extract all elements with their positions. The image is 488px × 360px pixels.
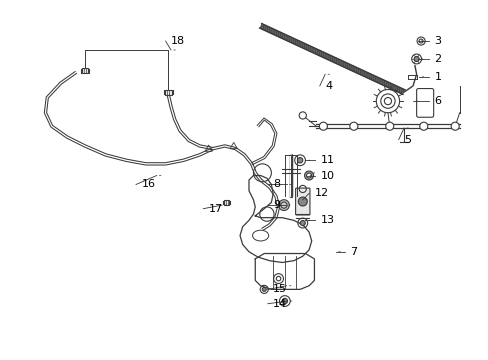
FancyBboxPatch shape (295, 188, 309, 215)
Circle shape (385, 122, 393, 130)
Text: 11: 11 (320, 155, 334, 165)
Text: 7: 7 (349, 247, 357, 257)
Text: 6: 6 (434, 96, 441, 106)
Circle shape (297, 158, 302, 163)
Circle shape (413, 57, 418, 62)
Text: 5: 5 (403, 135, 410, 145)
Circle shape (278, 200, 289, 211)
Text: 4: 4 (325, 81, 332, 91)
Circle shape (349, 122, 357, 130)
FancyBboxPatch shape (81, 68, 88, 73)
Text: 1: 1 (434, 72, 441, 82)
Circle shape (262, 287, 265, 291)
Circle shape (419, 122, 427, 130)
Text: 18: 18 (171, 36, 185, 46)
Text: 16: 16 (141, 180, 155, 189)
Text: 10: 10 (320, 171, 334, 180)
Text: 12: 12 (314, 188, 328, 198)
Text: 17: 17 (208, 204, 223, 214)
Circle shape (298, 197, 306, 206)
Circle shape (300, 221, 305, 226)
Text: 13: 13 (320, 215, 334, 225)
Text: 2: 2 (434, 54, 441, 64)
Circle shape (306, 173, 311, 178)
FancyBboxPatch shape (164, 90, 171, 95)
Circle shape (304, 171, 313, 180)
Circle shape (299, 112, 306, 119)
Text: 8: 8 (273, 180, 280, 189)
Text: 9: 9 (273, 200, 280, 210)
Circle shape (282, 298, 287, 304)
Text: 3: 3 (434, 36, 441, 46)
FancyBboxPatch shape (223, 200, 229, 204)
Text: 14: 14 (273, 299, 287, 309)
Text: 15: 15 (273, 284, 286, 294)
Circle shape (319, 122, 327, 130)
Circle shape (450, 122, 458, 130)
